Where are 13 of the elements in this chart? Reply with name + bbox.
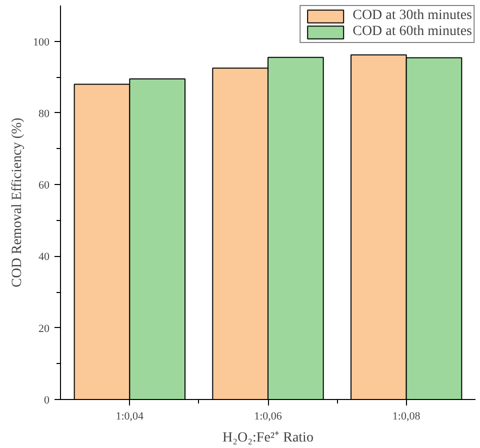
x-tick-label: 1:0,06 <box>254 410 282 422</box>
y-tick-label: 40 <box>38 251 50 264</box>
y-tick-label: 0 <box>44 394 50 406</box>
y-tick-label: 20 <box>38 322 50 335</box>
x-tick-label: 1:0,04 <box>116 410 144 422</box>
y-tick-label: 80 <box>38 108 50 120</box>
x-tick-label: 1:0,08 <box>392 410 421 422</box>
legend-label: COD at 30th minutes <box>352 8 472 24</box>
legend-label: COD at 60th minutes <box>352 24 472 40</box>
y-tick-label: 100 <box>33 36 50 48</box>
y-axis-title: COD Removal Efficiency (%) <box>10 117 25 288</box>
x-axis-title: H₂O₂:Fe²⁺ Ratio <box>222 430 314 446</box>
y-tick-label: 60 <box>38 180 50 192</box>
